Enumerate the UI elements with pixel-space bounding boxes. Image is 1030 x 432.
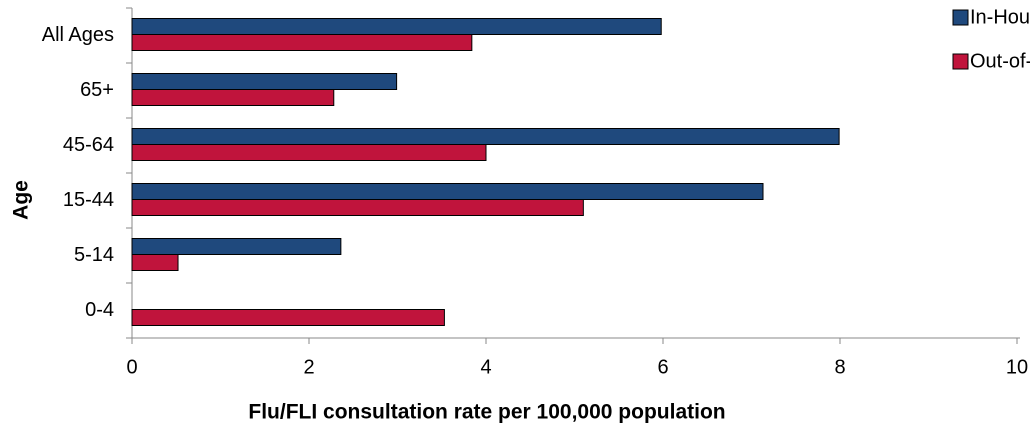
y-tick-label: 0-4 <box>85 299 114 321</box>
legend-swatch <box>952 9 969 26</box>
y-tick-label: 45-64 <box>63 134 114 156</box>
legend-label: Out-of-hours <box>970 50 1030 72</box>
y-tick-label: 65+ <box>80 79 114 101</box>
y-axis-title: Age <box>10 180 33 220</box>
bar <box>131 144 487 161</box>
x-tick-label: 0 <box>126 356 137 378</box>
y-tick-label: 5-14 <box>74 244 114 266</box>
bar <box>131 254 179 271</box>
bar <box>131 309 445 326</box>
bar <box>131 238 342 255</box>
bar <box>131 183 764 200</box>
bar <box>131 34 473 51</box>
y-tick-label: All Ages <box>42 24 114 46</box>
bar <box>131 128 840 145</box>
y-tick-label: 15-44 <box>63 189 114 211</box>
x-tick-label: 8 <box>834 356 845 378</box>
x-tick-label: 6 <box>657 356 668 378</box>
x-axis-title: Flu/FLI consultation rate per 100,000 po… <box>248 401 725 424</box>
x-tick-label: 4 <box>480 356 491 378</box>
x-tick-label: 2 <box>303 356 314 378</box>
x-tick-label: 10 <box>1006 356 1028 378</box>
bar <box>131 199 584 216</box>
bar <box>131 18 662 35</box>
legend-label: In-Hours <box>970 6 1030 28</box>
legend-swatch <box>952 53 969 70</box>
bar <box>131 73 398 90</box>
bar <box>131 89 335 106</box>
